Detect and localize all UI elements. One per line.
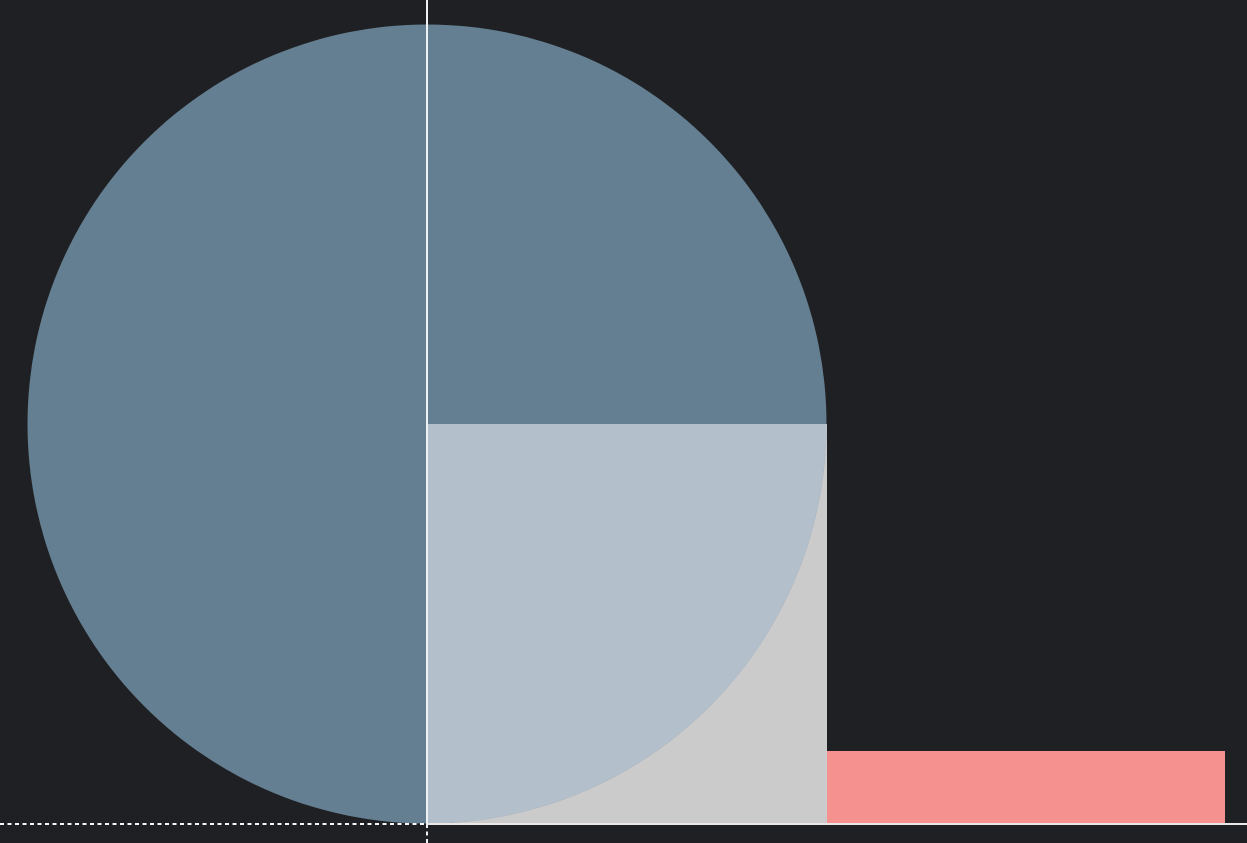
pink-bar — [827, 751, 1225, 823]
quarter-disc — [427, 424, 827, 824]
